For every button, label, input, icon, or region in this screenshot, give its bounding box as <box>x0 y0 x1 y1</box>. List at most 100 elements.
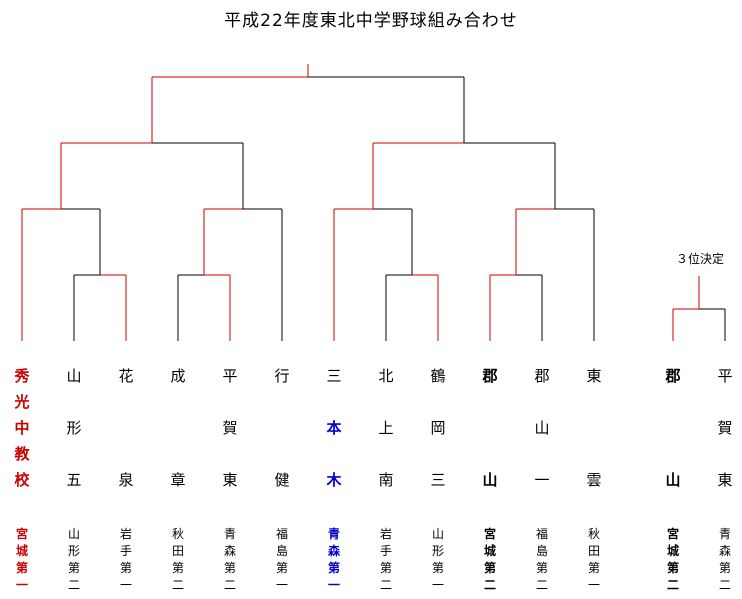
team-pref-char: 島 <box>536 543 548 558</box>
team-name-char: 東 <box>717 471 732 489</box>
team-pref-char: 一 <box>16 578 28 592</box>
team-pref-char: 山 <box>68 527 80 541</box>
team-pref-char: 第 <box>120 561 132 575</box>
team-name-char: 東 <box>222 471 237 489</box>
team-pref-char: 手 <box>120 544 132 558</box>
team-name-char: 行 <box>274 367 289 385</box>
team-pref-char: 第 <box>380 561 392 575</box>
team-name-char: 郡 <box>664 367 680 385</box>
team-pref-char: 山 <box>432 527 444 541</box>
team-name-char: 賀 <box>717 419 732 437</box>
team-name-char: 郡 <box>534 367 549 385</box>
team-pref-char: 一 <box>588 578 600 592</box>
team-pref-char: 第 <box>172 561 184 575</box>
team-name-char: 鶴 <box>430 367 445 385</box>
team-name-char: 中 <box>14 419 29 437</box>
page-title: 平成22年度東北中学野球組み合わせ <box>224 11 518 31</box>
team-pref-char: 第 <box>484 560 496 575</box>
team-pref-char: 田 <box>588 544 600 558</box>
team-pref-char: 第 <box>667 560 679 575</box>
team-name-char: 上 <box>378 419 393 437</box>
team-name-char: 三 <box>430 471 445 489</box>
team-pref-char: 二 <box>172 578 184 592</box>
team-pref-char: 第 <box>328 560 340 575</box>
team-pref-char: 手 <box>380 544 392 558</box>
team-pref-char: 一 <box>276 578 288 592</box>
team-pref-char: 秋 <box>172 527 184 541</box>
team-pref-char: 岩 <box>120 526 132 541</box>
team-name-char: 泉 <box>118 471 133 489</box>
team-name-char: 東 <box>586 367 601 385</box>
team-pref-char: 宮 <box>484 526 496 541</box>
team-name-char: 山 <box>482 471 497 489</box>
team-pref-char: 二 <box>536 578 548 592</box>
team-pref-char: 形 <box>68 544 80 558</box>
team-name-char: 章 <box>170 471 185 489</box>
team-name-char: 賀 <box>222 419 237 437</box>
team-pref-char: 宮 <box>667 526 679 541</box>
team-name-char: 五 <box>66 471 81 489</box>
team-pref-char: 形 <box>432 544 444 558</box>
team-name-char: 北 <box>378 367 393 385</box>
team-name-char: 山 <box>534 419 549 437</box>
team-pref-char: 二 <box>68 578 80 592</box>
team-pref-char: 田 <box>172 544 184 558</box>
team-pref-char: 一 <box>328 578 340 592</box>
team-pref-char: 二 <box>719 578 731 592</box>
team-pref-char: 青 <box>328 526 340 541</box>
bracket-lines <box>21 64 726 341</box>
team-name-char: 三 <box>326 367 341 385</box>
team-pref-char: 青 <box>224 527 236 541</box>
team-name-char: 光 <box>13 393 29 411</box>
team-name-char: 郡 <box>481 367 497 385</box>
team-name-char: 校 <box>14 471 30 489</box>
team-pref-char: 第 <box>588 561 600 575</box>
team-pref-char: 城 <box>16 543 28 558</box>
team-labels: 秀光中教校宮城第一山形五山形第二花泉岩手第一成章秋田第二平賀東青森第二行健福島第… <box>13 367 732 592</box>
team-pref-char: 島 <box>276 543 288 558</box>
team-pref-char: 第 <box>276 561 288 575</box>
team-pref-char: 第 <box>536 561 548 575</box>
team-pref-char: 二 <box>224 578 236 592</box>
team-pref-char: 森 <box>328 543 341 558</box>
team-pref-char: 福 <box>276 526 288 541</box>
team-pref-char: 第 <box>719 561 731 575</box>
team-name-char: 平 <box>717 367 732 385</box>
team-pref-char: 二 <box>380 578 392 592</box>
team-name-char: 南 <box>378 471 393 489</box>
team-pref-char: 第 <box>224 561 236 575</box>
third-place-label: ３位決定 <box>676 251 724 266</box>
team-pref-char: 秋 <box>588 527 600 541</box>
team-pref-char: 一 <box>120 578 132 592</box>
team-pref-char: 二 <box>484 578 496 592</box>
team-pref-char: 城 <box>667 543 679 558</box>
team-name-char: 雲 <box>586 471 601 489</box>
team-name-char: 成 <box>170 367 185 385</box>
team-name-char: 健 <box>274 471 289 489</box>
team-pref-char: 第 <box>16 560 28 575</box>
team-pref-char: 一 <box>432 578 444 592</box>
team-pref-char: 二 <box>667 578 679 592</box>
team-pref-char: 城 <box>484 543 496 558</box>
team-pref-char: 宮 <box>16 526 28 541</box>
team-pref-char: 岩 <box>380 526 392 541</box>
team-name-char: 本 <box>326 419 341 437</box>
team-name-char: 秀 <box>13 367 30 385</box>
team-name-char: 山 <box>66 367 81 385</box>
team-name-char: 平 <box>222 367 237 385</box>
team-name-char: 形 <box>66 419 81 437</box>
team-name-char: 一 <box>534 471 549 489</box>
